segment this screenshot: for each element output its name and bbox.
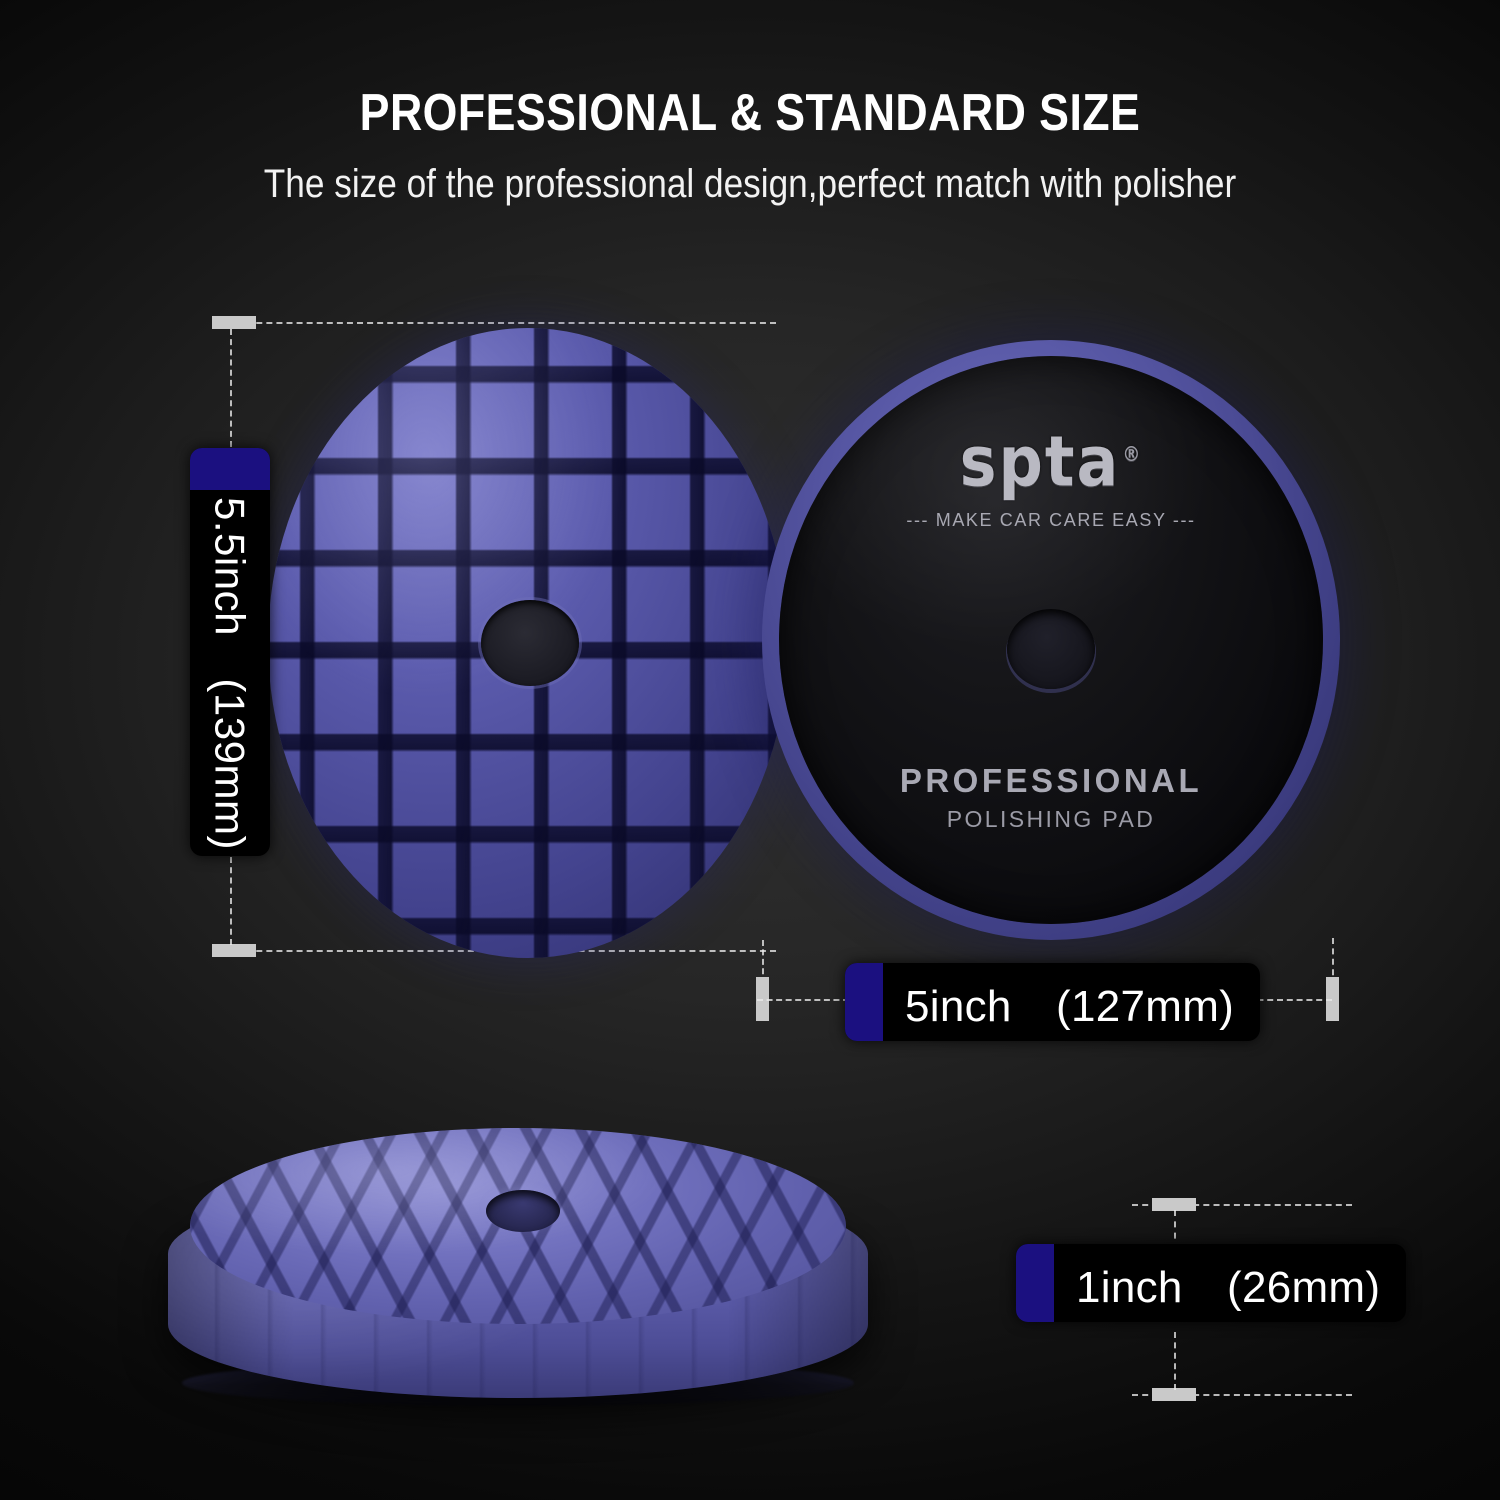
pad-center-hole <box>481 600 579 686</box>
guide-line-width-span-left <box>757 999 849 1001</box>
guide-line-thickness-vertical-lower <box>1174 1332 1176 1390</box>
guide-line-thickness-bottom <box>1132 1394 1352 1396</box>
accent-bar <box>1016 1244 1054 1322</box>
tick-thickness-bottom <box>1152 1388 1196 1401</box>
page-title: PROFESSIONAL & STANDARD SIZE <box>359 84 1141 142</box>
tick-width-right <box>1326 977 1339 1021</box>
polishing-pad-waffle-face <box>268 328 788 958</box>
pad-center-hole <box>1007 609 1095 689</box>
tick-height-bottom <box>212 944 256 957</box>
header: PROFESSIONAL & STANDARD SIZE The size of… <box>0 86 1500 207</box>
guide-line-thickness-top <box>1132 1204 1352 1206</box>
tick-thickness-top <box>1152 1198 1196 1211</box>
dimension-label-width-text: 5inch (127mm) <box>905 982 1235 1031</box>
polishing-pad-backing: spta ® --- MAKE CAR CARE EASY --- PROFESS… <box>762 340 1340 940</box>
dimension-label-thickness: 1inch (26mm) <box>1016 1244 1407 1322</box>
dimension-label-thickness-text: 1inch (26mm) <box>1076 1263 1381 1312</box>
guide-line-width-span-right <box>1228 999 1332 1001</box>
guide-line-thickness-vertical-upper <box>1174 1210 1176 1250</box>
guide-line-height-top <box>216 322 776 324</box>
accent-bar <box>190 448 270 490</box>
polishing-pad-perspective <box>168 1128 868 1428</box>
guide-line-width-left <box>762 940 764 1012</box>
dimension-label-width: 5inch (127mm) <box>845 963 1261 1041</box>
pad-center-hole <box>486 1190 560 1232</box>
dimension-label-height: 5.5inch (139mm) <box>190 448 270 856</box>
guide-line-width-right <box>1332 938 1334 996</box>
dimension-label-height-text: 5.5inch (139mm) <box>206 496 254 850</box>
guide-line-height-vertical-lower <box>230 857 232 945</box>
accent-bar <box>845 963 883 1041</box>
tick-height-top <box>212 316 256 329</box>
guide-line-height-vertical-upper <box>230 329 232 447</box>
page-subtitle: The size of the professional design,perf… <box>263 162 1237 207</box>
